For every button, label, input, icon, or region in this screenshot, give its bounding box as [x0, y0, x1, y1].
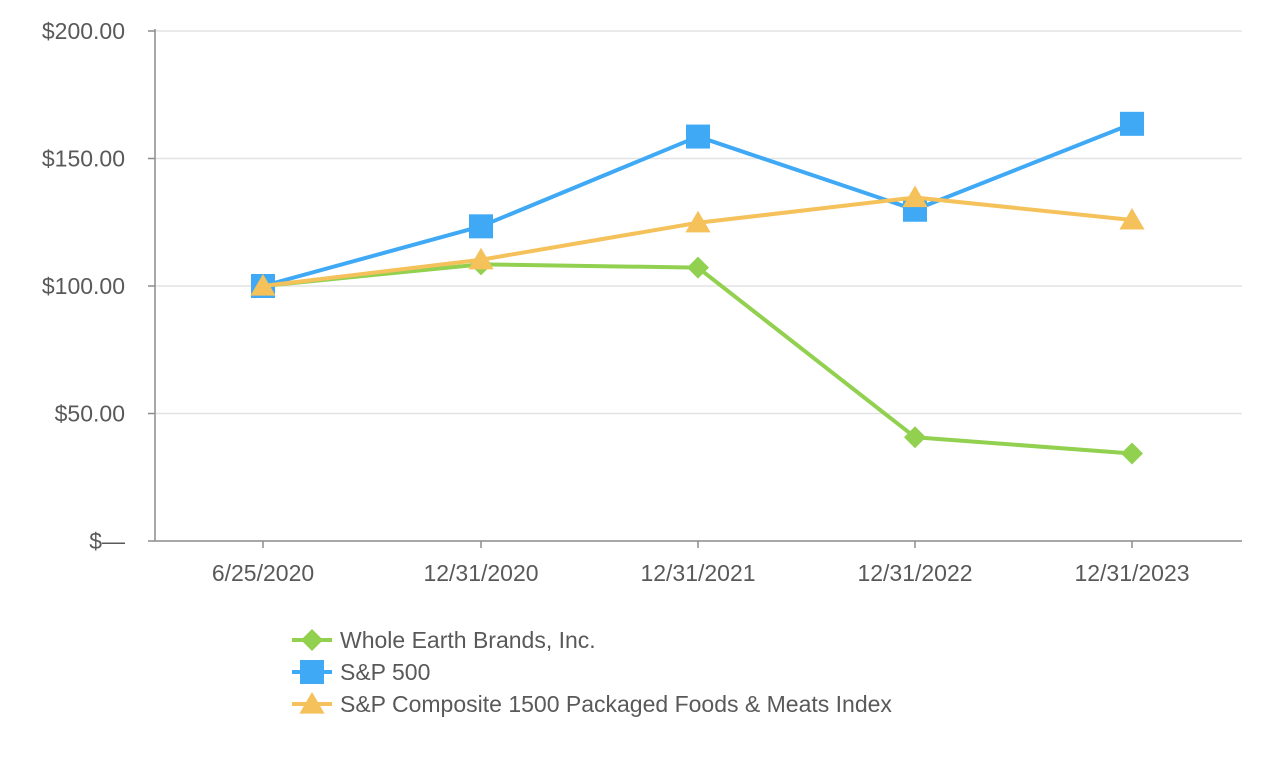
legend-swatch-marker	[301, 629, 323, 651]
data-point-sp1500-foods	[250, 274, 276, 296]
grid-lines	[155, 30, 1242, 415]
y-tick-label: $200.00	[42, 18, 125, 44]
x-tick-label: 12/31/2020	[423, 560, 538, 586]
legend-label: S&P 500	[340, 659, 430, 685]
data-point-sp500	[1120, 111, 1144, 136]
data-point-sp1500-foods	[902, 185, 928, 208]
x-tick-label: 12/31/2023	[1074, 560, 1189, 586]
data-point-sp1500-foods	[468, 247, 494, 270]
y-tick-label: $100.00	[42, 273, 125, 299]
legend-swatch-marker	[299, 692, 325, 714]
series-lines	[250, 111, 1145, 465]
x-tick-label: 6/25/2020	[212, 560, 314, 586]
x-axis-ticks: 6/25/2020 12/31/2020 12/31/2021 12/31/2022 1…	[212, 541, 1190, 586]
data-point-sp1500-foods	[685, 210, 711, 233]
y-axis-ticks: $— $50.00 $100.00 $150.00 $200.00	[42, 18, 155, 554]
legend-item-sp1500-foods: S&P Composite 1500 Packaged Foods & Meat…	[292, 691, 892, 717]
legend-item-whole-earth: Whole Earth Brands, Inc.	[292, 627, 596, 653]
legend-label: S&P Composite 1500 Packaged Foods & Meat…	[340, 691, 892, 717]
series-whole-earth	[252, 253, 1143, 465]
data-point-whole-earth	[904, 426, 926, 449]
y-tick-label: $50.00	[55, 401, 125, 427]
legend-swatch-marker	[300, 660, 324, 684]
series-line-whole-earth	[262, 262, 1133, 456]
data-point-sp1500-foods	[1119, 207, 1145, 230]
data-point-whole-earth	[687, 256, 709, 279]
legend: Whole Earth Brands, Inc. S&P 500 S&P Compo…	[292, 627, 892, 717]
series-sp1500-foods	[250, 185, 1145, 296]
axes	[154, 29, 1242, 542]
y-tick-label: $—	[89, 528, 125, 554]
data-point-sp500	[686, 124, 710, 149]
legend-item-sp500: S&P 500	[292, 659, 430, 685]
x-tick-label: 12/31/2022	[857, 560, 972, 586]
data-point-sp500	[469, 214, 493, 239]
data-point-whole-earth	[1121, 442, 1143, 465]
legend-label: Whole Earth Brands, Inc.	[340, 627, 596, 653]
y-tick-label: $150.00	[42, 146, 125, 172]
x-tick-label: 12/31/2021	[640, 560, 755, 586]
